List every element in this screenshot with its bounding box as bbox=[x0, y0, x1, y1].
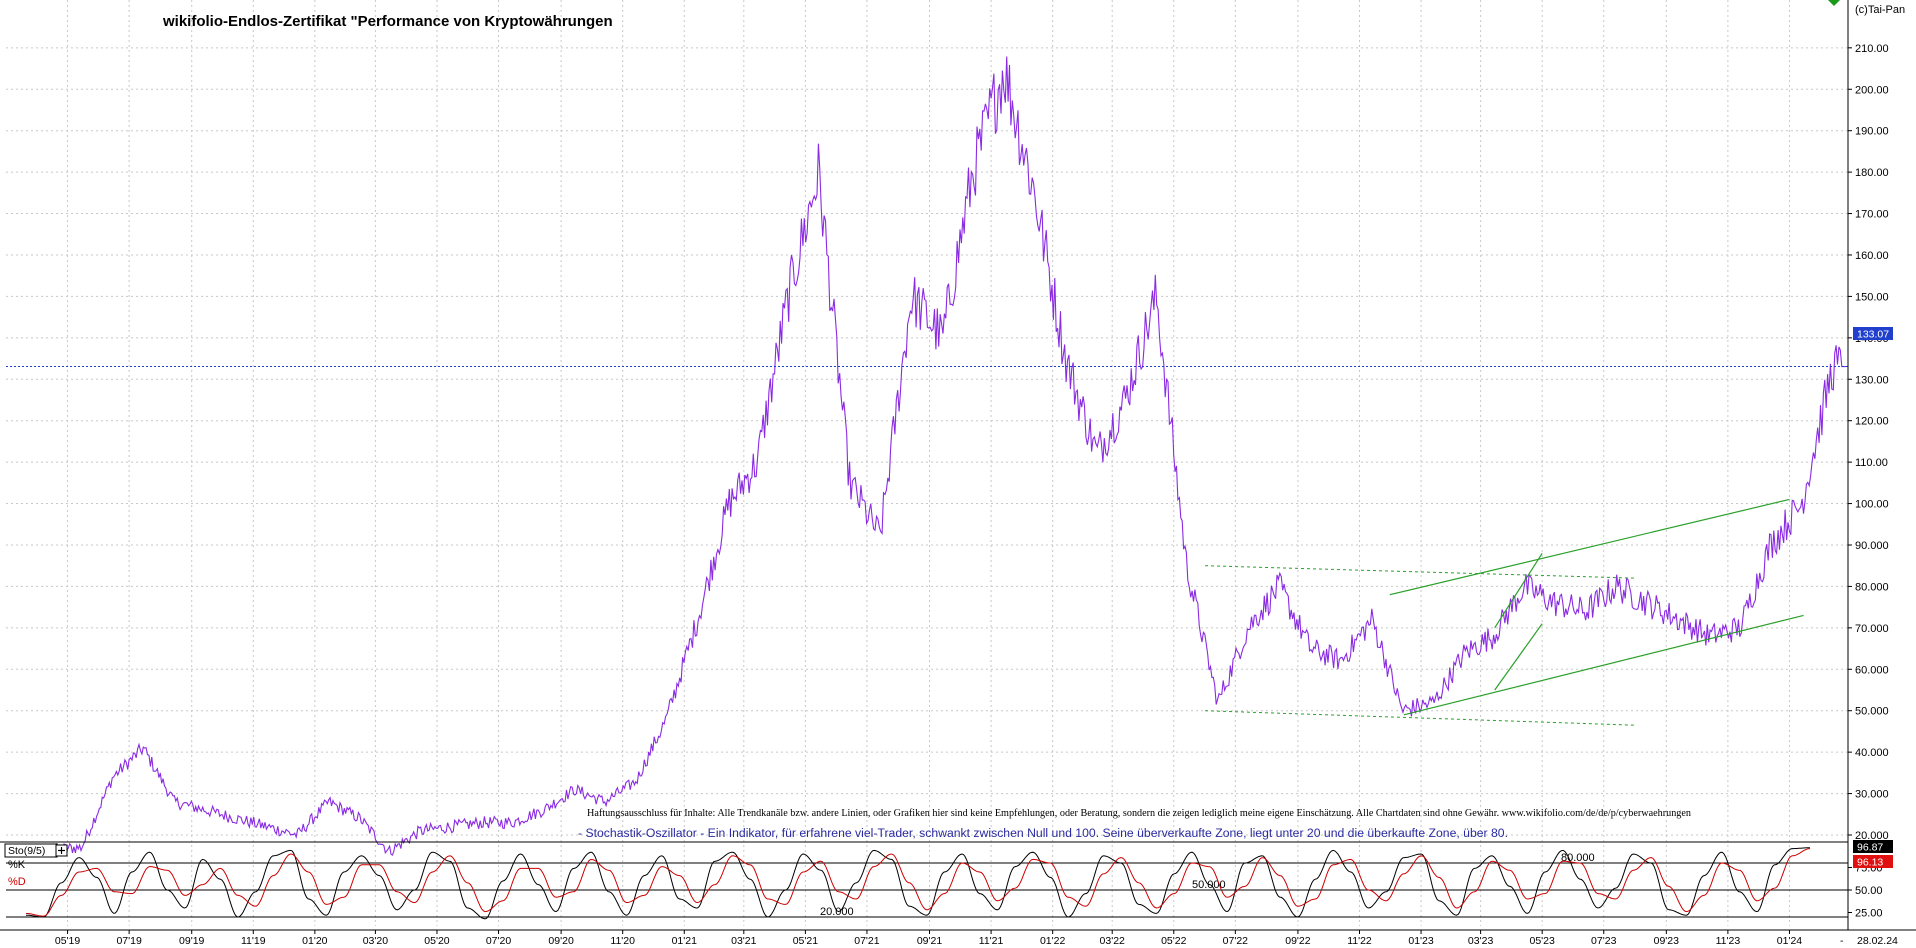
y-tick-label: 160.00 bbox=[1855, 250, 1889, 262]
y-tick-label: 60.000 bbox=[1855, 664, 1889, 676]
x-tick-label: 03'23 bbox=[1468, 935, 1494, 947]
y-tick-label: 90.000 bbox=[1855, 540, 1889, 552]
expand-icon[interactable] bbox=[55, 844, 68, 857]
last-price-tag: 133.07 bbox=[1853, 327, 1893, 341]
scroll-minus[interactable]: - bbox=[1840, 935, 1844, 947]
stoch-level-label: 50.000 bbox=[1192, 879, 1226, 891]
x-tick-label: 11'19 bbox=[241, 935, 266, 947]
y-tick-label: 120.00 bbox=[1855, 416, 1889, 428]
y-tick-label: 50.000 bbox=[1855, 706, 1889, 718]
stochastic-label: Sto(9/5) bbox=[8, 845, 45, 857]
trendline-dashed bbox=[1205, 565, 1636, 579]
x-tick-label: 07'23 bbox=[1591, 935, 1617, 947]
last-date: 28.02.24 bbox=[1857, 935, 1898, 947]
y-tick-label: 40.000 bbox=[1855, 747, 1889, 759]
y-tick-label: 170.00 bbox=[1855, 209, 1889, 221]
disclaimer-text: Haftungsausschluss für Inhalte: Alle Tre… bbox=[587, 808, 1691, 819]
top-green-marker bbox=[1828, 0, 1840, 6]
x-tick-label: 09'22 bbox=[1285, 935, 1311, 947]
y-tick-label: 30.000 bbox=[1855, 789, 1889, 801]
svg-text:96.87: 96.87 bbox=[1857, 842, 1883, 854]
x-tick-label: 07'19 bbox=[116, 935, 142, 947]
trendline-solid bbox=[1389, 498, 1790, 596]
x-tick-label: 05'20 bbox=[424, 935, 450, 947]
stoch-y-tick-label: 25.00 bbox=[1855, 908, 1883, 920]
x-tick-label: 11'22 bbox=[1347, 935, 1372, 947]
stoch-level-label: 80.000 bbox=[1561, 852, 1595, 864]
stochastic-description: - Stochastik-Oszillator - Ein Indikator,… bbox=[578, 828, 1508, 840]
y-tick-label: 150.00 bbox=[1855, 291, 1889, 303]
y-tick-label: 100.00 bbox=[1855, 499, 1889, 511]
y-tick-label: 130.00 bbox=[1855, 374, 1889, 386]
x-tick-label: 01'24 bbox=[1777, 935, 1803, 947]
trendline-solid bbox=[1403, 614, 1804, 716]
x-tick-label: 11'23 bbox=[1716, 935, 1741, 947]
x-tick-label: 05'23 bbox=[1529, 935, 1555, 947]
y-tick-label: 110.00 bbox=[1855, 457, 1888, 469]
x-tick-label: 09'20 bbox=[548, 935, 574, 947]
x-tick-label: 09'23 bbox=[1654, 935, 1680, 947]
grid bbox=[6, 0, 1848, 926]
y-tick-label: 210.00 bbox=[1855, 43, 1889, 55]
trendlines bbox=[1205, 498, 1804, 726]
x-tick-label: 03'21 bbox=[731, 935, 757, 947]
y-tick-label: 180.00 bbox=[1855, 167, 1889, 179]
stoch-y-tick-label: 50.00 bbox=[1855, 885, 1883, 897]
x-tick-label: 01'20 bbox=[302, 935, 328, 947]
x-tick-label: 01'22 bbox=[1040, 935, 1066, 947]
x-tick-label: 05'22 bbox=[1161, 935, 1187, 947]
x-tick-label: 07'20 bbox=[486, 935, 512, 947]
trendline-solid bbox=[1494, 552, 1543, 629]
watermark: (c)Tai-Pan bbox=[1855, 4, 1905, 16]
stoch-line-k bbox=[26, 847, 1810, 920]
stoch-line-d bbox=[25, 848, 1811, 917]
x-tick-label: 09'21 bbox=[917, 935, 943, 947]
x-tick-label: 07'22 bbox=[1223, 935, 1249, 947]
legend-k: %K bbox=[8, 859, 26, 871]
y-tick-label: 20.000 bbox=[1855, 830, 1889, 842]
x-tick-label: 07'21 bbox=[854, 935, 880, 947]
trendline-solid bbox=[1494, 623, 1543, 691]
y-tick-label: 70.000 bbox=[1855, 623, 1889, 635]
x-tick-label: 01'21 bbox=[672, 935, 698, 947]
svg-text:133.07: 133.07 bbox=[1857, 329, 1889, 341]
stoch-k-tag: 96.87 bbox=[1853, 840, 1893, 854]
x-tick-label: 05'21 bbox=[793, 935, 819, 947]
svg-text:96.13: 96.13 bbox=[1857, 857, 1883, 869]
x-tick-label: 03'22 bbox=[1100, 935, 1126, 947]
price-line bbox=[5, 56, 1846, 856]
chart-title: wikifolio-Endlos-Zertifikat "Performance… bbox=[162, 13, 613, 30]
stoch-level-label: 20.000 bbox=[820, 906, 854, 918]
x-tick-label: 09'19 bbox=[179, 935, 205, 947]
price-series bbox=[5, 56, 1848, 856]
stochastic-panel: 20.000 50.000 80.000 bbox=[6, 847, 1848, 920]
y-tick-label: 190.00 bbox=[1855, 126, 1889, 138]
x-tick-label: 03'20 bbox=[363, 935, 389, 947]
y-tick-label: 80.000 bbox=[1855, 581, 1889, 593]
x-tick-label: 05'19 bbox=[55, 935, 81, 947]
stoch-d-tag: 96.13 bbox=[1853, 855, 1893, 869]
x-tick-label: 01'23 bbox=[1408, 935, 1434, 947]
x-tick-label: 11'20 bbox=[610, 935, 635, 947]
legend-d: %D bbox=[8, 876, 26, 888]
x-tick-label: 11'21 bbox=[979, 935, 1004, 947]
y-tick-label: 200.00 bbox=[1855, 84, 1889, 96]
